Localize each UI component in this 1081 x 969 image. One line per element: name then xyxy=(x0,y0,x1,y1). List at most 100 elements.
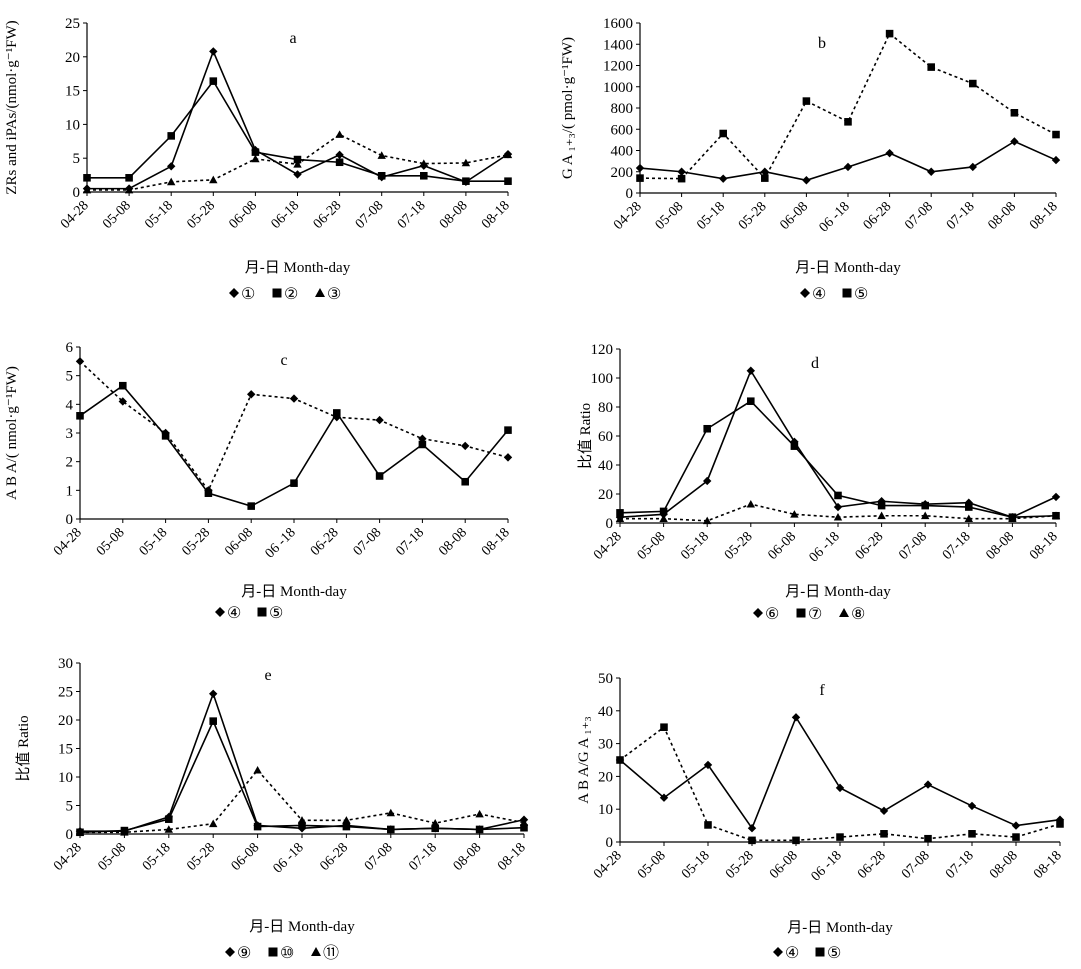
data-point xyxy=(419,159,428,167)
series-line-⑩ xyxy=(79,719,525,834)
x-axis-label: 月-日 Month-day xyxy=(241,584,347,600)
y-tick-label: 0 xyxy=(626,186,634,202)
data-point xyxy=(209,819,218,828)
data-point xyxy=(877,501,886,510)
x-tick-label: 05-08 xyxy=(653,199,687,233)
y-tick-label: 0 xyxy=(606,516,614,532)
y-tick-label: 1000 xyxy=(603,80,633,96)
data-point xyxy=(1012,833,1020,841)
x-axis-label: 月-日 Month-day xyxy=(787,920,893,936)
data-point xyxy=(475,825,484,834)
data-point xyxy=(375,472,384,480)
legend-marker xyxy=(229,288,239,298)
y-tick-label: 20 xyxy=(65,50,80,66)
data-point xyxy=(377,151,386,159)
data-point xyxy=(747,397,755,405)
data-point xyxy=(297,816,307,824)
legend-marker xyxy=(257,607,267,617)
y-tick-label: 100 xyxy=(591,371,614,387)
data-point xyxy=(1052,130,1060,139)
x-tick-label: 05-28 xyxy=(736,199,770,233)
y-tick-label: 5 xyxy=(66,369,74,385)
data-point xyxy=(616,509,624,517)
data-point xyxy=(118,397,127,406)
legend-label: ④ xyxy=(227,605,241,622)
data-point xyxy=(335,150,344,160)
legend-label: ⑪ xyxy=(323,944,339,962)
series-line-⑤ xyxy=(639,32,1057,180)
legend-marker xyxy=(773,947,783,957)
data-point xyxy=(833,513,843,521)
data-point xyxy=(659,507,668,516)
x-tick-label: 08-08 xyxy=(984,529,1018,563)
x-tick-label: 07-08 xyxy=(899,848,933,882)
x-tick-label: 07-08 xyxy=(902,199,936,233)
x-axis-label: 月-日 Month-day xyxy=(795,260,901,276)
data-point xyxy=(968,162,977,172)
data-point xyxy=(164,825,173,833)
data-point xyxy=(1008,514,1017,523)
series-line-⑤ xyxy=(79,384,509,507)
data-point xyxy=(1056,820,1064,828)
panel-label: c xyxy=(280,352,287,369)
legend-label: ⑨ xyxy=(237,945,251,962)
y-tick-label: 1200 xyxy=(603,59,633,75)
legend-marker xyxy=(315,288,325,297)
y-tick-label: 10 xyxy=(65,117,80,133)
y-tick-label: 6 xyxy=(66,340,74,356)
x-tick-label: 05-08 xyxy=(96,840,130,874)
data-point xyxy=(461,158,471,167)
x-tick-label: 06 -18 xyxy=(271,840,307,876)
y-tick-label: 1400 xyxy=(603,37,633,53)
data-point xyxy=(377,171,386,180)
data-point xyxy=(968,830,976,838)
x-tick-label: 07-18 xyxy=(394,525,428,559)
y-tick-label: 60 xyxy=(598,429,613,445)
data-point xyxy=(124,185,134,194)
x-axis-label: 月-日 Month-day xyxy=(785,584,891,600)
panel-label: b xyxy=(818,35,826,52)
x-tick-label: 08-08 xyxy=(437,198,471,232)
data-point xyxy=(1010,137,1019,146)
x-tick-label: 06-28 xyxy=(861,199,895,233)
x-tick-label: 06-08 xyxy=(222,525,256,559)
data-point xyxy=(431,818,440,827)
data-point xyxy=(791,713,801,722)
legend-label: ⑦ xyxy=(808,606,822,623)
data-point xyxy=(386,808,395,817)
legend-label: ① xyxy=(241,286,255,303)
data-point xyxy=(635,163,645,173)
x-tick-label: 07-18 xyxy=(944,199,978,233)
data-point xyxy=(520,823,528,832)
data-point xyxy=(704,821,712,829)
legend-marker xyxy=(272,288,282,298)
x-tick-label: 06-28 xyxy=(308,525,342,559)
data-point xyxy=(504,177,512,185)
data-point xyxy=(209,47,218,56)
data-point xyxy=(167,177,176,186)
data-point xyxy=(76,412,84,420)
legend-label: ⑤ xyxy=(827,945,841,962)
data-point xyxy=(703,760,713,770)
y-tick-label: 30 xyxy=(598,737,613,753)
series-line-④ xyxy=(619,715,1061,830)
data-point xyxy=(165,815,173,823)
data-point xyxy=(293,155,302,164)
x-tick-label: 05-18 xyxy=(140,840,174,874)
legend-marker xyxy=(753,608,763,618)
x-tick-label: 05-28 xyxy=(722,529,756,563)
data-point xyxy=(927,167,936,176)
legend-label: ⑩ xyxy=(280,945,294,962)
data-point xyxy=(747,824,757,833)
y-tick-label: 2 xyxy=(66,455,74,471)
x-tick-label: 06-28 xyxy=(855,848,889,882)
y-tick-label: 25 xyxy=(65,16,80,32)
data-point xyxy=(375,415,384,425)
data-point xyxy=(834,491,842,500)
legend-label: ③ xyxy=(327,286,341,303)
data-point xyxy=(1055,815,1065,824)
x-tick-label: 04-28 xyxy=(51,525,85,559)
data-point xyxy=(462,177,470,185)
